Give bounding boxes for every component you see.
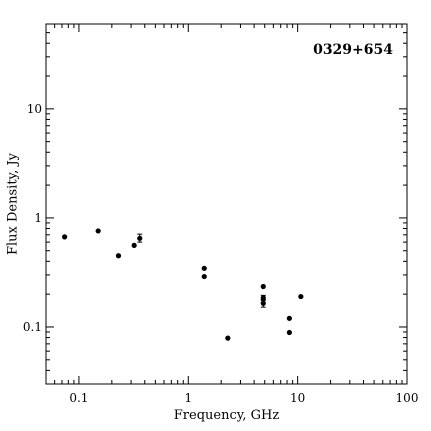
x-tick-label: 1 (184, 391, 192, 405)
y-tick-label: 0.1 (23, 320, 42, 334)
data-point (62, 234, 68, 240)
source-name-annotation: 0329+654 (313, 42, 393, 58)
data-point (95, 228, 101, 234)
data-point (298, 293, 304, 300)
y-tick-label: 1 (34, 211, 42, 225)
data-point (260, 300, 266, 306)
x-axis-ticks (45, 24, 408, 384)
data-point (131, 242, 137, 248)
data-point (201, 265, 207, 271)
x-tick-labels: 0.1 1 10 100 (69, 391, 418, 405)
data-point (260, 295, 266, 301)
data-point (201, 273, 207, 280)
y-tick-labels: 0.1 1 10 (23, 102, 42, 334)
data-point (137, 235, 143, 241)
x-tick-label: 10 (290, 391, 305, 405)
x-axis-label: Frequency, GHz (174, 408, 280, 423)
data-points (62, 228, 304, 341)
data-point (115, 253, 122, 259)
data-point (286, 329, 292, 336)
data-point (286, 315, 292, 321)
x-tick-label: 0.1 (69, 391, 88, 405)
y-axis-ticks (46, 23, 407, 385)
y-tick-label: 10 (27, 102, 42, 116)
y-axis-label: Flux Density, Jy (6, 152, 21, 255)
data-point (260, 283, 266, 290)
data-point (225, 335, 231, 341)
plot-frame (45, 23, 408, 385)
x-tick-label: 100 (396, 391, 419, 405)
